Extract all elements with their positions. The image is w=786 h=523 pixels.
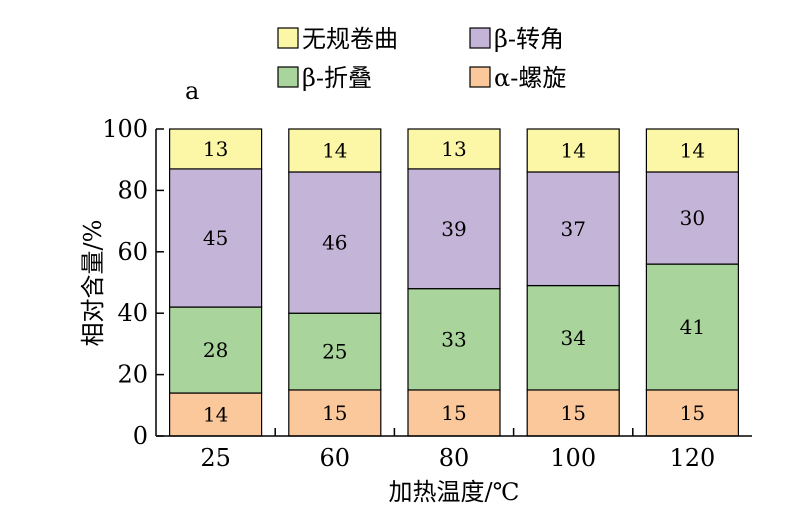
legend-label: α-螺旋 [494, 64, 566, 92]
y-axis-title: 相对含量/% [79, 220, 107, 347]
bar-segment [288, 128, 382, 173]
axes [155, 129, 752, 437]
bar-segment [526, 128, 620, 173]
data-label: 45 [203, 226, 228, 250]
data-label: 14 [680, 138, 705, 162]
x-tick-label: 25 [200, 444, 231, 472]
x-tick-label: 120 [669, 444, 715, 472]
data-label: 13 [203, 137, 228, 161]
legend-swatch [469, 66, 491, 88]
legend: 无规卷曲 β-转角 β-折叠 α-螺旋 [277, 25, 566, 92]
bar-segment [407, 168, 501, 290]
y-tick-label: 20 [117, 361, 148, 389]
bar-segment [645, 263, 740, 391]
bar-segment [407, 128, 501, 170]
data-label: 46 [322, 231, 347, 255]
bar-segment [169, 128, 263, 170]
data-label: 13 [441, 137, 466, 161]
legend-swatch [277, 66, 299, 88]
bar-segment [407, 288, 501, 391]
bar-segment [645, 128, 740, 173]
legend-label: 无规卷曲 [302, 25, 398, 53]
y-tick-label: 0 [133, 422, 148, 450]
x-ticks: 25 60 80 100 120 [200, 428, 715, 472]
data-label: 14 [322, 138, 347, 162]
data-label: 39 [441, 217, 466, 241]
data-label: 25 [322, 340, 347, 364]
panel-label: a [185, 77, 199, 105]
y-ticks: 0 20 40 60 80 100 [102, 115, 164, 450]
data-label: 34 [560, 326, 585, 350]
bar-segment [645, 389, 740, 437]
legend-swatch [469, 27, 491, 49]
legend-label: β-折叠 [302, 64, 372, 92]
data-label: 15 [441, 401, 466, 425]
y-tick-label: 40 [117, 299, 148, 327]
data-label: 15 [560, 401, 585, 425]
bar-segment [169, 392, 263, 437]
bar-segment [645, 171, 740, 265]
data-label: 28 [203, 338, 228, 362]
x-tick-label: 60 [320, 444, 351, 472]
bar-segment [288, 171, 382, 314]
data-label: 15 [322, 401, 347, 425]
data-label: 33 [441, 327, 466, 351]
bar-segment [526, 171, 620, 287]
bars: 14 28 45 13 15 25 46 14 15 33 39 13 15 34 37 14 15 41 30 14 [169, 128, 740, 437]
y-tick-label: 60 [117, 238, 148, 266]
bar-segment [288, 312, 382, 391]
x-tick-label: 100 [550, 444, 596, 472]
y-tick-label: 100 [102, 115, 148, 143]
data-label: 14 [203, 403, 228, 427]
y-tick-label: 80 [117, 176, 148, 204]
data-label: 14 [560, 138, 585, 162]
x-axis-title: 加热温度/℃ [389, 478, 520, 506]
legend-swatch [277, 27, 299, 49]
data-label: 30 [680, 206, 705, 230]
data-label: 15 [680, 401, 705, 425]
data-label: 41 [680, 315, 705, 339]
x-tick-label: 80 [439, 444, 470, 472]
bar-segment [169, 306, 263, 394]
legend-label: β-转角 [494, 25, 564, 53]
data-label: 37 [560, 217, 585, 241]
